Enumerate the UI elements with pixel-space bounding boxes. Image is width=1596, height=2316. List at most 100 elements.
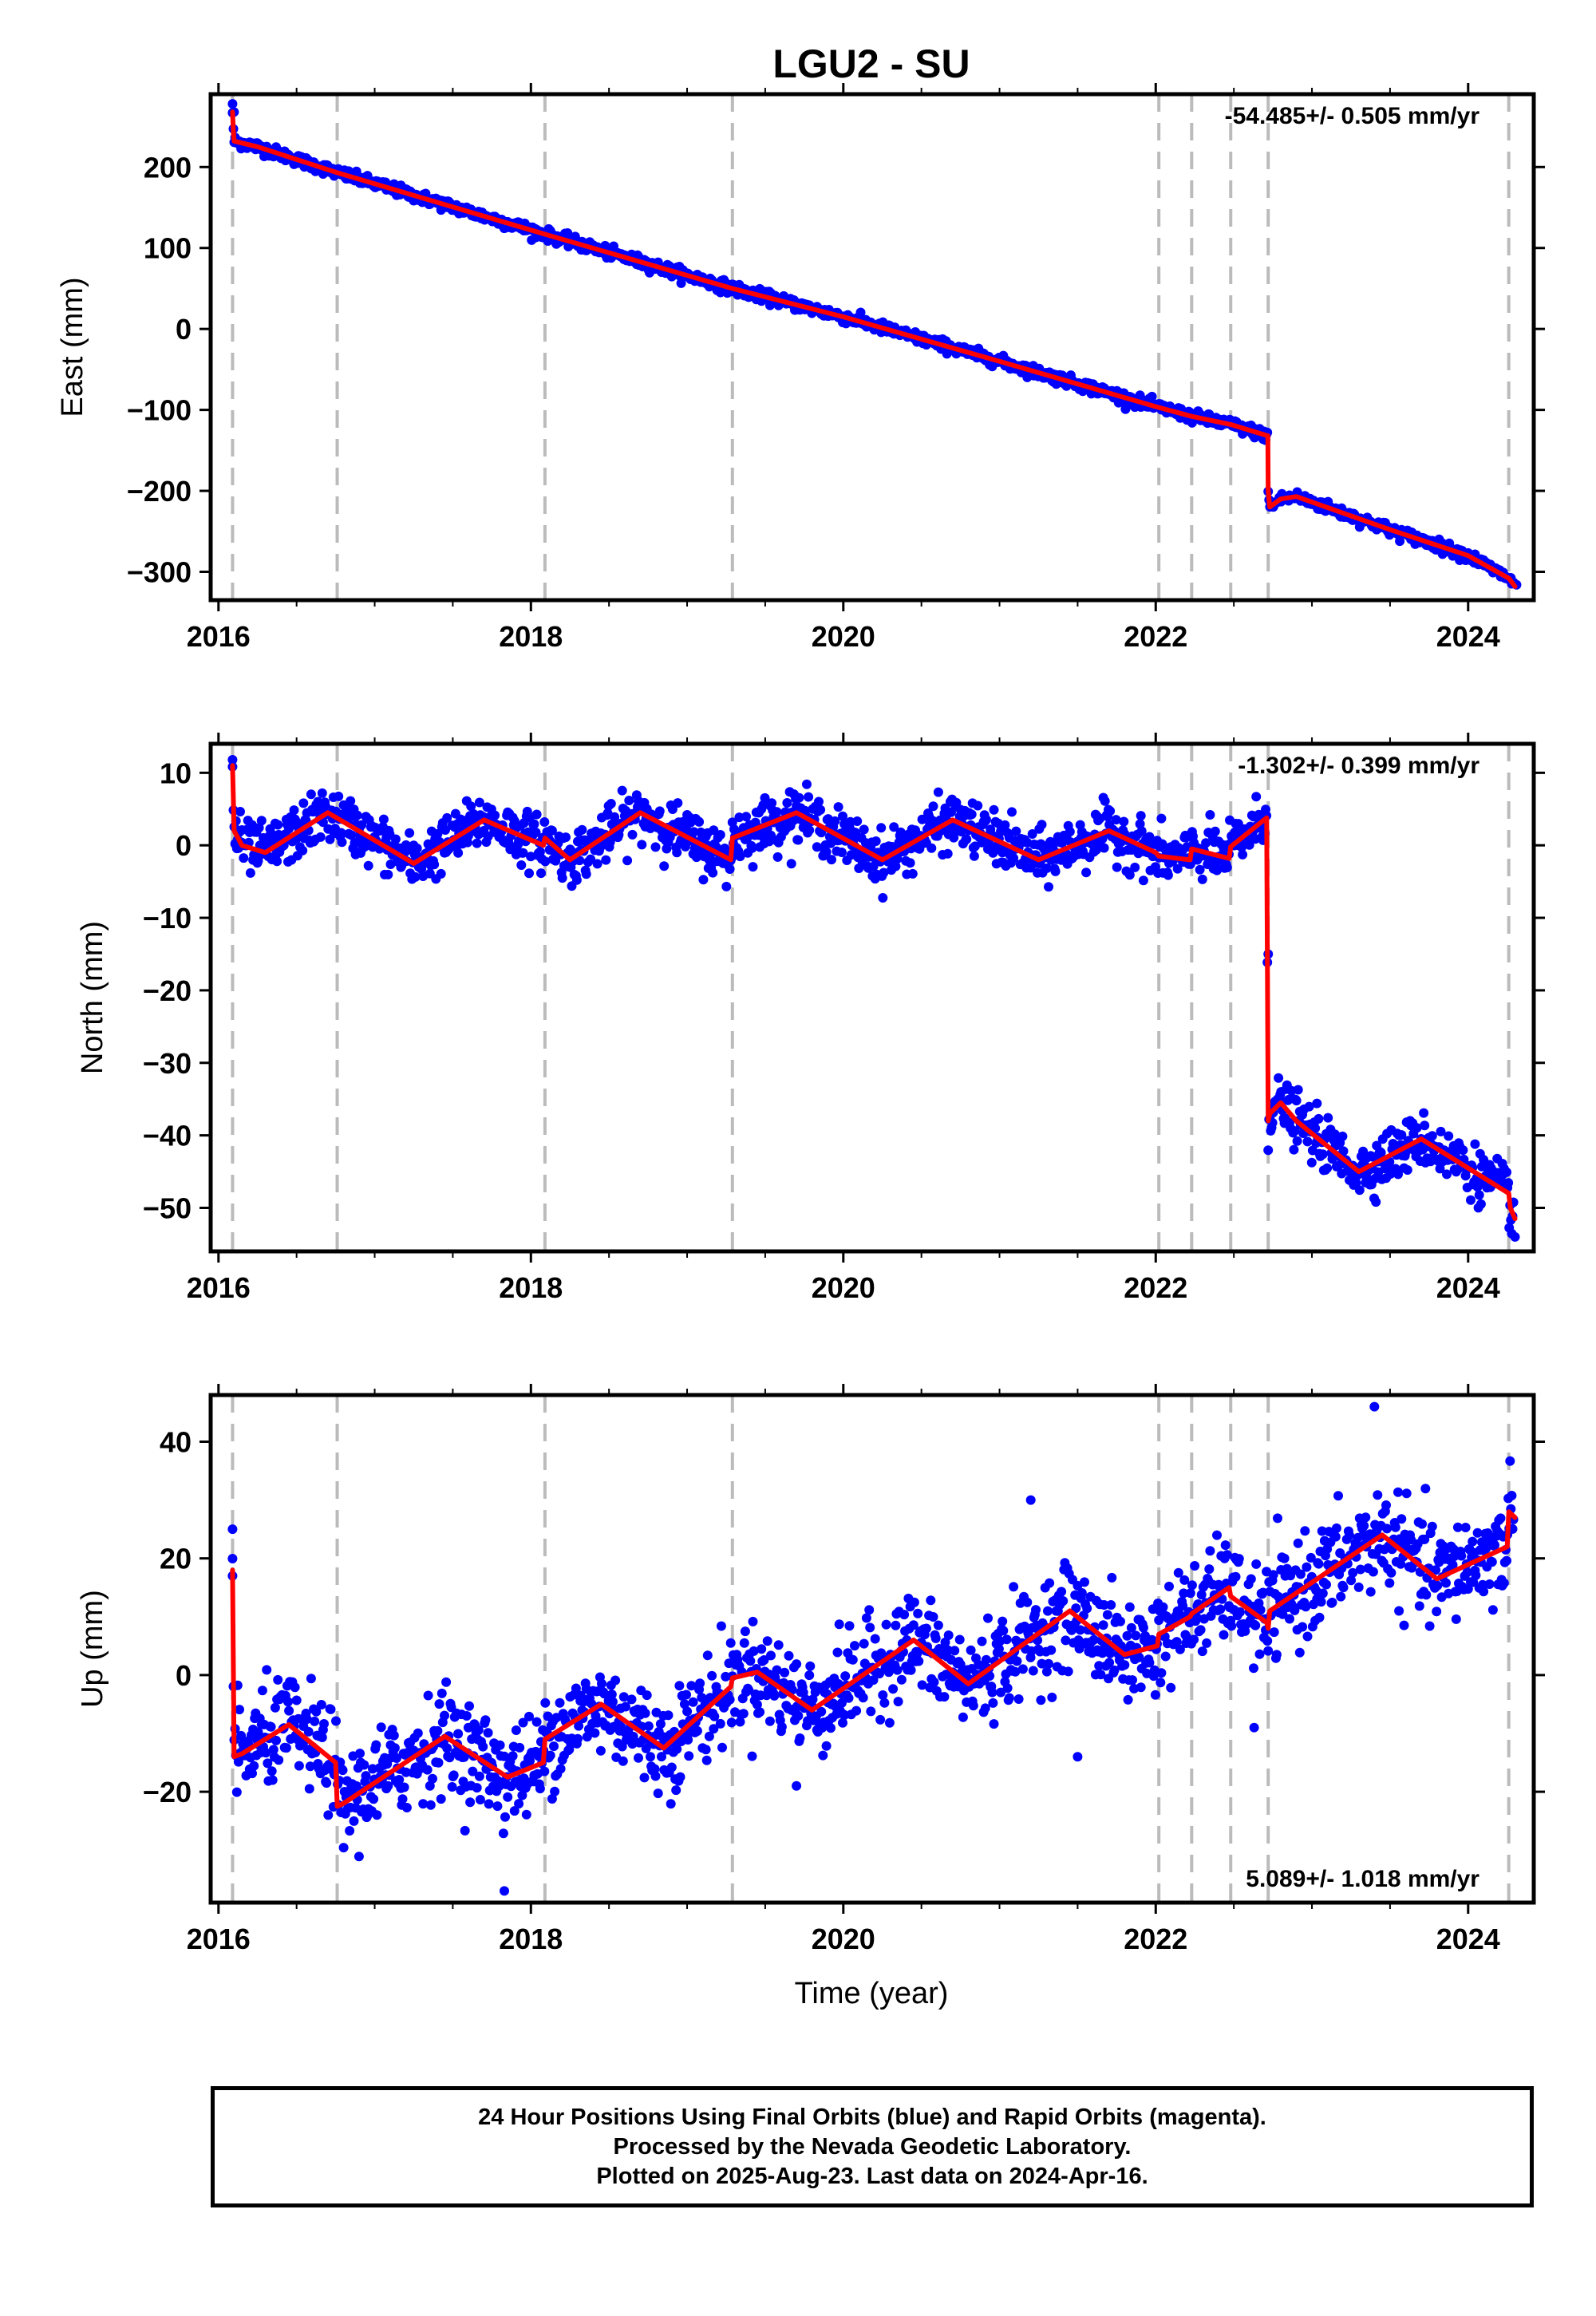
north-data-point <box>814 796 824 807</box>
up-data-point <box>372 1810 382 1820</box>
up-data-point <box>399 1782 409 1792</box>
east-x-tick-label: 2024 <box>1436 620 1500 653</box>
up-data-point <box>653 1788 663 1799</box>
up-data-point <box>1285 1614 1294 1624</box>
up-data-point <box>766 1650 776 1661</box>
up-data-point <box>642 1690 652 1701</box>
east-x-tick-label: 2016 <box>187 620 251 653</box>
north-data-point <box>1289 1144 1299 1155</box>
up-data-point <box>607 1697 618 1707</box>
north-data-point <box>1474 1190 1484 1200</box>
up-data-point <box>879 1697 890 1708</box>
north-data-point <box>306 789 316 800</box>
up-data-point <box>1028 1666 1038 1676</box>
up-data-point <box>875 1714 886 1725</box>
up-data-point <box>413 1728 423 1738</box>
up-data-point <box>634 1753 643 1763</box>
north-data-point <box>836 848 847 857</box>
up-scatter-points <box>227 1401 1519 1896</box>
north-data-point <box>659 861 670 871</box>
up-data-point <box>1487 1605 1498 1615</box>
up-data-point <box>1102 1610 1112 1620</box>
north-data-point <box>715 830 725 840</box>
up-data-point <box>1082 1603 1092 1614</box>
up-data-point <box>1421 1590 1432 1600</box>
up-data-point <box>943 1630 954 1640</box>
footer-line-2: Processed by the Nevada Geodetic Laborat… <box>613 2133 1132 2160</box>
up-data-point <box>422 1765 433 1775</box>
north-data-point <box>772 807 782 817</box>
north-data-point <box>516 860 527 870</box>
up-data-point <box>716 1621 726 1631</box>
north-data-point <box>1037 820 1047 830</box>
time-axis-label: Time (year) <box>795 1977 949 2010</box>
north-data-point <box>833 802 843 812</box>
up-y-tick-label: −20 <box>143 1776 192 1808</box>
up-data-point <box>474 1771 484 1781</box>
up-data-point <box>1136 1682 1146 1693</box>
up-data-point <box>508 1751 518 1761</box>
up-data-point <box>663 1710 674 1721</box>
up-data-point <box>484 1799 494 1809</box>
up-data-point <box>1156 1668 1167 1678</box>
up-data-point <box>1131 1630 1141 1641</box>
up-data-point <box>1195 1625 1206 1635</box>
north-data-point <box>239 853 249 864</box>
up-data-point <box>646 1752 655 1762</box>
east-x-tick-label: 2020 <box>812 620 875 653</box>
north-data-point <box>436 868 446 879</box>
up-data-point <box>433 1757 444 1768</box>
north-data-point <box>654 806 665 816</box>
up-data-point <box>1420 1484 1431 1494</box>
up-data-point <box>725 1694 735 1705</box>
up-data-point <box>1302 1631 1313 1642</box>
north-x-tick-label: 2020 <box>812 1271 875 1304</box>
up-data-point <box>1386 1567 1396 1578</box>
up-data-point <box>725 1638 736 1648</box>
up-data-point <box>639 1773 650 1783</box>
up-x-tick-label: 2024 <box>1436 1923 1500 1955</box>
east-data-point <box>563 228 573 238</box>
up-data-point <box>1327 1597 1337 1607</box>
up-y-tick-label: 40 <box>160 1425 192 1458</box>
north-data-point <box>1503 1178 1514 1188</box>
up-data-point <box>1156 1678 1166 1688</box>
north-data-point <box>905 858 915 868</box>
up-data-point <box>483 1728 493 1738</box>
north-data-point <box>1238 849 1248 860</box>
up-data-point <box>425 1800 436 1810</box>
up-data-point <box>650 1771 661 1781</box>
up-axis-label: Up (mm) <box>76 1590 109 1708</box>
up-data-point <box>1057 1587 1067 1597</box>
up-data-point <box>928 1612 938 1622</box>
up-data-point <box>888 1684 899 1694</box>
north-data-point <box>1502 1167 1511 1177</box>
up-data-point <box>864 1605 875 1615</box>
up-data-point <box>1338 1583 1349 1593</box>
up-data-point <box>1381 1500 1391 1510</box>
up-data-point <box>1396 1514 1407 1524</box>
up-data-point <box>1231 1571 1241 1582</box>
up-frame <box>208 1393 1536 1905</box>
north-data-point <box>1458 1145 1468 1156</box>
north-data-point <box>804 792 814 802</box>
up-data-point <box>1124 1602 1135 1612</box>
up-data-point <box>954 1634 965 1645</box>
up-data-point <box>655 1719 666 1729</box>
up-data-point <box>626 1694 637 1705</box>
north-data-point <box>794 792 804 803</box>
up-data-point <box>1234 1554 1244 1564</box>
up-data-point <box>1505 1456 1515 1466</box>
up-data-point <box>1487 1557 1497 1567</box>
up-data-point <box>227 1524 238 1535</box>
up-data-point <box>304 1784 314 1794</box>
up-data-point <box>227 1554 238 1563</box>
up-data-point <box>460 1825 470 1836</box>
up-data-point <box>316 1700 326 1709</box>
north-data-point <box>1371 1197 1381 1207</box>
up-data-point <box>319 1719 329 1729</box>
up-data-point <box>702 1650 713 1661</box>
up-data-point <box>1271 1650 1282 1660</box>
up-data-point <box>776 1721 787 1732</box>
up-data-point <box>1044 1658 1053 1669</box>
